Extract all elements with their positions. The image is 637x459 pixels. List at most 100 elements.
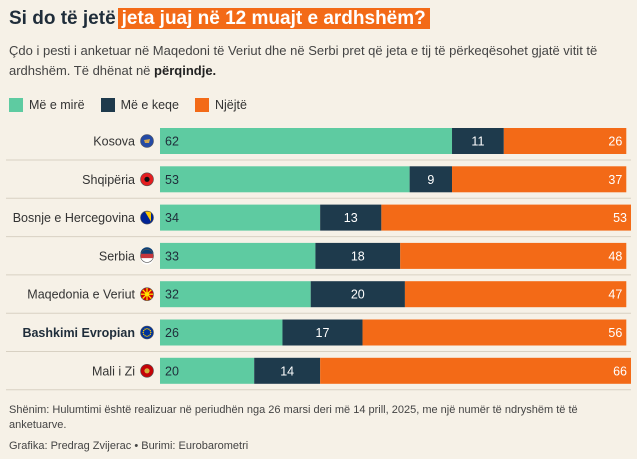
macedonia-flag-sun xyxy=(145,292,149,297)
bar-segment xyxy=(160,204,321,231)
bar-segment xyxy=(160,319,283,346)
category-label: Mali i Zi xyxy=(92,364,135,378)
bar-segment xyxy=(315,242,401,269)
bar-segment xyxy=(381,204,631,231)
bar-segment xyxy=(452,128,504,154)
bar-value-label: 26 xyxy=(608,135,622,149)
category-label: Maqedonia e Veriut xyxy=(27,288,135,302)
albania-flag-icon-emblem xyxy=(144,176,150,182)
title-highlight: jeta juaj në 12 muajt e ardhshëm? xyxy=(117,8,430,29)
bar-row: Kosova 62 11 26 xyxy=(6,128,631,161)
category-label: Bosnje e Hercegovina xyxy=(13,211,135,225)
bar-segment xyxy=(409,166,453,193)
bar-row: Bosnje e Hercegovina 34 13 53 xyxy=(6,204,631,238)
montenegro-flag-icon xyxy=(140,363,154,378)
legend-label-same: Njëjtë xyxy=(214,98,247,112)
bar-value-label: 26 xyxy=(165,326,179,340)
eu-flag-icon-bg xyxy=(140,326,154,339)
bar-segment xyxy=(400,242,627,269)
subtitle-main: Çdo i pesti i anketuar në Maqedoni të Ve… xyxy=(9,43,598,78)
bar-segment xyxy=(310,281,405,308)
eu-star xyxy=(150,331,152,334)
eu-flag-icon xyxy=(140,325,154,340)
bar-segment xyxy=(254,357,321,384)
footnote: Shënim: Hulumtimi është realizuar në per… xyxy=(9,404,578,431)
montenegro-flag-icon-rim xyxy=(140,363,154,378)
category-label: Shqipëria xyxy=(82,173,135,187)
bar-row: Bashkimi Evropian 26 17 56 xyxy=(6,319,631,352)
bar-segment xyxy=(362,319,627,346)
category-label: Kosova xyxy=(93,135,135,149)
legend-swatch-better xyxy=(9,98,23,112)
chart-subtitle: Çdo i pesti i anketuar në Maqedoni të Ve… xyxy=(9,41,624,81)
bosnia-flag-triangle xyxy=(145,211,151,222)
eu-star xyxy=(148,335,150,337)
legend: Më e mirë Më e keqe Njëjtë xyxy=(9,98,247,112)
bar-segment xyxy=(160,242,316,269)
bar-row: Maqedonia e Veriut 32 20 47 xyxy=(6,281,631,314)
eu-star xyxy=(143,329,145,332)
north-macedonia-flag-icon xyxy=(140,287,154,302)
bar-segment xyxy=(282,319,363,346)
serbia-flag-white xyxy=(140,258,154,265)
eu-star xyxy=(144,335,146,337)
serbia-flag-blue xyxy=(140,247,154,254)
bar-value-label: 66 xyxy=(613,364,627,378)
eu-star xyxy=(149,333,151,336)
albania-flag-icon-rim xyxy=(140,172,154,187)
title-plain: Si do të jetë xyxy=(9,8,116,29)
albania-flag-icon xyxy=(140,172,154,187)
bar-value-label: 53 xyxy=(165,173,179,187)
bar-segment xyxy=(404,281,627,308)
eu-star xyxy=(148,328,150,330)
bar-row: Shqipëria 53 9 37 xyxy=(6,166,631,199)
bar-value-label: 62 xyxy=(165,135,179,149)
bar-value-label: 56 xyxy=(608,326,622,340)
bar-value-label: 48 xyxy=(608,249,622,263)
legend-label-better: Më e mirë xyxy=(29,98,85,112)
eu-star xyxy=(146,335,148,337)
legend-item-better: Më e mirë xyxy=(9,98,85,112)
bar-row: Mali i Zi 20 14 66 xyxy=(6,357,631,391)
legend-swatch-worse xyxy=(100,98,115,112)
bar-value-label: 32 xyxy=(165,288,179,302)
serbia-flag-icon-rim xyxy=(140,249,154,263)
category-label: Serbia xyxy=(99,249,135,263)
bar-value-label: 11 xyxy=(471,135,484,149)
eu-star xyxy=(149,329,151,332)
bar-value-label: 33 xyxy=(165,249,179,263)
credit: Grafika: Predrag Zvijerac • Burimi: Euro… xyxy=(9,440,249,452)
bar-value-label: 14 xyxy=(280,364,294,378)
subtitle-bold: përqindje. xyxy=(154,63,217,78)
eu-star xyxy=(144,328,146,330)
bar-value-label: 18 xyxy=(351,249,365,263)
kosovo-flag-icon-rim xyxy=(140,134,154,148)
bar-segment xyxy=(160,357,255,384)
bar-segment xyxy=(320,357,631,384)
bar-segment xyxy=(160,166,410,193)
bar-value-label: 34 xyxy=(165,211,179,225)
bar-segment xyxy=(160,281,311,308)
bar-segment xyxy=(160,128,453,154)
bar-value-label: 17 xyxy=(316,326,330,340)
legend-item-same: Njëjtë xyxy=(194,98,247,112)
bar-value-label: 20 xyxy=(351,288,365,302)
bar-value-label: 37 xyxy=(608,173,622,187)
eu-star xyxy=(142,331,144,334)
eu-star xyxy=(143,333,145,336)
legend-label-worse: Më e keqe xyxy=(120,98,179,112)
north-macedonia-flag-icon-rim xyxy=(140,287,154,302)
bosnia-flag-icon-rim xyxy=(140,210,154,225)
kosovo-flag-map xyxy=(144,139,150,143)
bar-value-label: 47 xyxy=(608,288,622,302)
bar-value-label: 53 xyxy=(613,211,627,225)
serbia-flag-icon xyxy=(140,247,154,265)
legend-swatch-same xyxy=(194,98,209,112)
bosnia-flag-icon xyxy=(140,210,154,225)
eu-star xyxy=(146,328,148,330)
montenegro-flag-icon-emblem xyxy=(144,368,150,374)
chart-title: Si do të jetë jeta juaj në 12 muajt e ard… xyxy=(9,6,430,32)
bar-row: Serbia 33 18 48 xyxy=(6,242,631,276)
eu-flag-icon-rim xyxy=(140,325,154,340)
